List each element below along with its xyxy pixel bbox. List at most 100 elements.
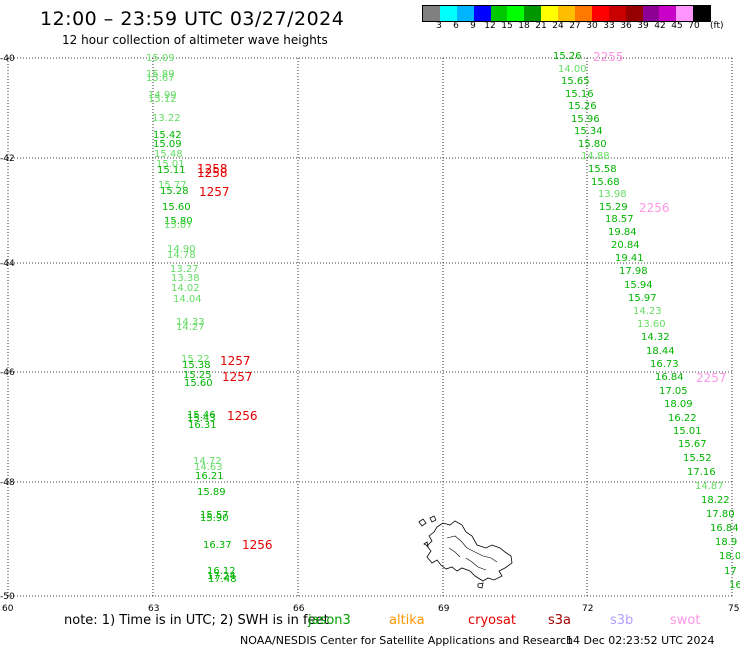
satellite-legend-swot: swot xyxy=(670,613,701,628)
wave-height-value: 20.84 xyxy=(611,240,640,251)
colorbar-unit: (ft) xyxy=(710,21,724,31)
kerguelen-main-island xyxy=(426,520,513,582)
wave-height-value: 14.32 xyxy=(641,332,670,343)
kerguelen-islet-northwest xyxy=(429,515,437,523)
wave-height-value: 13.60 xyxy=(637,319,666,330)
colorbar-labels: 3 6 9 12 15 18 21 24 27 30 33 36 39 42 45 70 (ft) xyxy=(422,21,728,33)
wave-height-value: 15.22 xyxy=(181,354,210,365)
wave-height-value: 14.63 xyxy=(194,462,223,473)
wave-height-value: 17.05 xyxy=(659,386,688,397)
wave-height-value: 17.48 xyxy=(208,574,237,585)
longitude-label: 66 xyxy=(293,604,305,614)
wave-height-value: 15.58 xyxy=(588,164,617,175)
colorbar-label: 18 xyxy=(518,21,530,31)
latitude-label: -50 xyxy=(0,592,15,602)
colorbar-swatch xyxy=(591,6,609,21)
colorbar-swatch xyxy=(575,6,592,21)
wave-height-value: 15.09 xyxy=(153,139,182,150)
wave-height-value: 17.80 xyxy=(706,509,735,520)
wave-height-value: 16.12 xyxy=(207,566,236,577)
wave-height-value: 14.72 xyxy=(193,456,222,467)
colorbar-swatch xyxy=(456,6,474,21)
wave-height-value: 15.96 xyxy=(571,114,600,125)
wave-height-value: 16.84 xyxy=(655,372,684,383)
colorbar-label: 36 xyxy=(620,21,632,31)
wave-height-value: 18.44 xyxy=(646,346,675,357)
wave-height-value: 15.38 xyxy=(182,360,211,371)
wave-height-value: 15.89 xyxy=(197,487,226,498)
colorbar-label: 27 xyxy=(569,21,581,31)
colorbar-label: 30 xyxy=(586,21,598,31)
wave-height-value: 16.37 xyxy=(203,540,232,551)
map-title: 12:00 – 23:59 UTC 03/27/2024 xyxy=(40,8,345,30)
wave-height-value: 15.90 xyxy=(200,513,229,524)
wave-height-value: 16.21 xyxy=(195,471,224,482)
footer-timestamp: 14 Dec 02:23:52 UTC 2024 xyxy=(566,634,715,647)
wave-height-value: 15.68 xyxy=(591,177,620,188)
longitude-label: 72 xyxy=(582,604,593,614)
wave-height-value: 16.84 xyxy=(710,523,739,534)
colorbar-label: 45 xyxy=(671,21,683,31)
colorbar-swatch xyxy=(439,6,457,21)
wave-height-value: 15.67 xyxy=(146,73,175,84)
wave-height-value: 15.57 xyxy=(200,510,229,521)
wave-height-value: 13.22 xyxy=(152,113,181,124)
wave-height-value: 16.22 xyxy=(668,413,697,424)
wave-height-value: 16.73 xyxy=(650,359,679,370)
altimeter-tracks: 15.0915.8915.6714.9915.1213.2215.4215.09… xyxy=(146,51,740,591)
longitude-label: 75 xyxy=(728,604,739,614)
latitude-label: -42 xyxy=(0,154,15,164)
colorbar-swatch xyxy=(558,6,576,21)
wave-height-value: 15.60 xyxy=(184,378,213,389)
colorbar-swatch xyxy=(423,6,440,21)
satellite-legend-altika: altika xyxy=(389,613,425,628)
map-note: note: 1) Time is in UTC; 2) SWH is in fe… xyxy=(64,613,329,628)
latitude-label: -44 xyxy=(0,259,15,269)
colorbar-swatch xyxy=(625,6,643,21)
wave-height-value: 15.43 xyxy=(187,413,216,424)
wave-height-value: 15.09 xyxy=(146,53,175,64)
wave-height-value: 14.27 xyxy=(176,322,205,333)
longitude-label: 69 xyxy=(438,604,450,614)
satellite-legend-s3a: s3a xyxy=(548,613,572,628)
wave-height-value: 16 xyxy=(729,580,740,591)
pass-time-label: 1256 xyxy=(242,538,273,552)
wave-height-value: 15.67 xyxy=(678,439,707,450)
colorbar-label: 21 xyxy=(535,21,547,31)
wave-height-value: 15.01 xyxy=(156,159,185,170)
colorbar-swatch xyxy=(524,6,542,21)
wave-height-value: 13.98 xyxy=(598,189,627,200)
colorbar-swatch xyxy=(693,6,711,21)
wave-height-value: 14.04 xyxy=(173,294,202,305)
latitude-label: -48 xyxy=(0,478,15,488)
wave-height-value: 15.07 xyxy=(164,220,193,231)
wave-height-value: 14.99 xyxy=(148,90,177,101)
wave-height-value: 14.33 xyxy=(176,317,205,328)
satellite-legend-jason3: jason3 xyxy=(308,613,351,628)
wave-height-value: 14.00 xyxy=(558,64,587,75)
colorbar-swatch xyxy=(490,6,508,21)
kerguelen-inner-coast xyxy=(446,535,498,571)
wave-height-value: 14.90 xyxy=(167,244,196,255)
pass-time-label: 2256 xyxy=(639,201,670,215)
colorbar-swatch xyxy=(608,6,626,21)
wave-height-value: 15.26 xyxy=(553,51,582,62)
wave-height-value: 14.02 xyxy=(171,283,200,294)
pass-time-label: 1257 xyxy=(222,370,253,384)
latitude-label: -40 xyxy=(0,54,15,64)
map-subtitle: 12 hour collection of altimeter wave hei… xyxy=(62,33,328,47)
colorbar-swatch xyxy=(659,6,677,21)
wave-height-value: 18.22 xyxy=(701,495,730,506)
wave-height-value: 13.38 xyxy=(171,273,200,284)
footer-credit: NOAA/NESDIS Center for Satellite Applica… xyxy=(240,634,574,647)
colorbar-label: 39 xyxy=(637,21,649,31)
kerguelen-islet-north xyxy=(418,518,427,527)
wave-height-value: 15.26 xyxy=(568,101,597,112)
wave-height-value: 15.65 xyxy=(561,76,590,87)
wave-height-value: 15.97 xyxy=(628,293,657,304)
wave-height-value: 15.12 xyxy=(148,94,177,105)
wave-height-value: 15.60 xyxy=(162,202,191,213)
wave-height-value: 15.16 xyxy=(565,89,594,100)
